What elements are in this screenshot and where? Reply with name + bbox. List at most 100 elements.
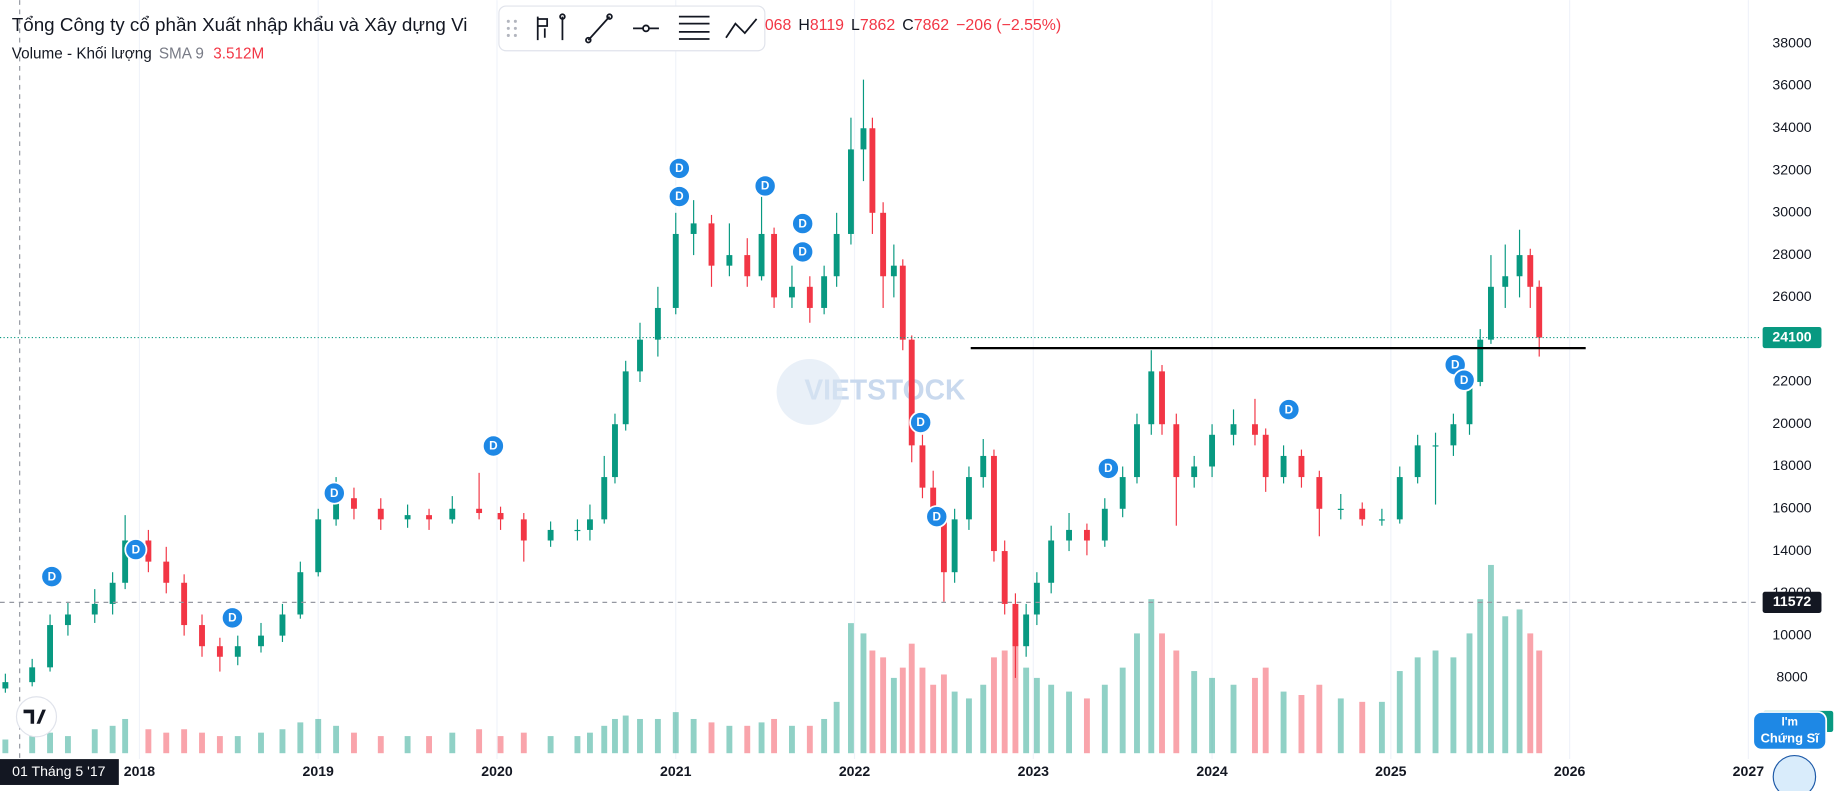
candle-body — [726, 255, 733, 266]
candle-body — [1252, 424, 1258, 435]
volume-bar — [315, 718, 322, 754]
x-tick-label: 2018 — [124, 763, 156, 779]
y-tick-label: 34000 — [1772, 119, 1811, 135]
volume-bar — [880, 657, 887, 754]
dividend-marker[interactable] — [1096, 456, 1120, 480]
dividend-marker[interactable] — [220, 606, 244, 630]
badge[interactable]: I'm Chứng Sĩ — [1752, 711, 1828, 791]
change: −206 (−2.55%) — [956, 17, 1061, 34]
volume-bar — [821, 718, 828, 754]
tool-fib[interactable] — [536, 16, 564, 41]
tool-levels[interactable] — [678, 15, 710, 40]
volume-bar — [145, 729, 152, 754]
volume-bar — [1033, 677, 1040, 754]
dividend-marker[interactable] — [925, 505, 949, 529]
candle-body — [1262, 434, 1269, 478]
dividend-marker[interactable] — [667, 185, 691, 209]
marker-label: D — [1460, 374, 1469, 387]
volume-bar — [1298, 695, 1305, 754]
candle-body — [1298, 455, 1305, 478]
candle-body — [1134, 424, 1140, 478]
candle-body — [1280, 455, 1287, 478]
crosshair-x-label: 01 Tháng 5 '17 — [12, 763, 106, 779]
y-tick-label: 30000 — [1772, 204, 1811, 220]
marker-label: D — [132, 543, 141, 556]
volume-bar — [199, 732, 205, 754]
high-label: H — [798, 17, 809, 34]
candle-body — [789, 286, 795, 298]
candle-body — [1048, 540, 1055, 583]
dividend-marker[interactable] — [791, 240, 815, 264]
dividend-marker[interactable] — [40, 565, 64, 589]
candle-body — [1148, 371, 1155, 425]
marker-label: D — [489, 440, 498, 453]
volume-bar — [181, 729, 188, 754]
candle-body — [1488, 286, 1494, 340]
volume-bar — [1337, 698, 1344, 754]
volume-bar — [1450, 657, 1457, 754]
volume-bar — [1023, 667, 1030, 754]
volume-bar — [1359, 701, 1366, 754]
crosshair-y-box — [1762, 591, 1822, 613]
volume-bar — [1066, 691, 1072, 754]
volume-bar — [726, 725, 733, 754]
candle-body — [980, 455, 987, 478]
dividend-marker[interactable] — [753, 174, 777, 198]
marker-label: D — [798, 217, 807, 230]
dividend-marker[interactable] — [1452, 368, 1476, 392]
tv-logo[interactable] — [15, 696, 58, 738]
volume-bar — [1119, 667, 1126, 754]
volume-bar — [1148, 599, 1155, 754]
candle-body — [1516, 255, 1523, 277]
y-tick-label: 26000 — [1772, 288, 1811, 304]
candle-body — [951, 519, 958, 573]
volume-bar — [1083, 698, 1090, 754]
candle-body — [1001, 551, 1008, 604]
x-tick-label: 2023 — [1018, 763, 1050, 779]
candle-body — [1101, 508, 1108, 541]
dividend-marker[interactable] — [124, 538, 148, 562]
tool-trendline[interactable] — [587, 16, 611, 41]
candle-body — [1230, 424, 1237, 435]
candle-body — [890, 265, 897, 277]
dividend-marker[interactable] — [667, 156, 691, 180]
candle-body — [449, 508, 456, 520]
volume-bar — [449, 732, 456, 754]
volume-bar — [47, 732, 53, 754]
candle-body — [771, 233, 778, 298]
volume-bar — [860, 633, 867, 754]
candle-body — [833, 233, 840, 277]
dividend-marker[interactable] — [791, 212, 815, 236]
tool-fib-dot[interactable] — [559, 13, 566, 20]
volume-bar — [908, 643, 915, 754]
candle-body — [1396, 477, 1403, 520]
candle-body — [1337, 508, 1344, 510]
dividend-marker[interactable] — [909, 411, 933, 435]
tool-path[interactable] — [725, 18, 758, 39]
candle-body — [919, 445, 926, 488]
candle-body — [163, 561, 170, 583]
x-tick-label: 2027 — [1733, 763, 1765, 779]
volume-bar — [930, 684, 937, 754]
volume-bar — [1173, 650, 1180, 754]
volume-bar — [1536, 650, 1543, 754]
dividend-marker[interactable] — [1277, 398, 1301, 422]
close-value: 7862 — [914, 17, 949, 34]
x-tick-label: 2021 — [660, 763, 692, 779]
dividend-marker[interactable] — [322, 481, 346, 505]
volume-bar — [1488, 564, 1494, 754]
dividend-marker[interactable] — [481, 434, 505, 458]
volume-bar — [708, 722, 715, 754]
volume-bar — [1159, 633, 1165, 754]
y-tick-label: 32000 — [1772, 161, 1811, 177]
marker-label: D — [798, 246, 807, 259]
sma: SMA 9 — [159, 45, 204, 62]
y-tick-label: 38000 — [1772, 34, 1811, 50]
volume-bar — [672, 712, 679, 754]
volume-bar — [848, 623, 854, 754]
y-tick-label: 8000 — [1776, 669, 1808, 685]
volume-bar — [1466, 633, 1473, 754]
volume-bar — [833, 701, 840, 754]
candle-body — [1159, 371, 1165, 425]
